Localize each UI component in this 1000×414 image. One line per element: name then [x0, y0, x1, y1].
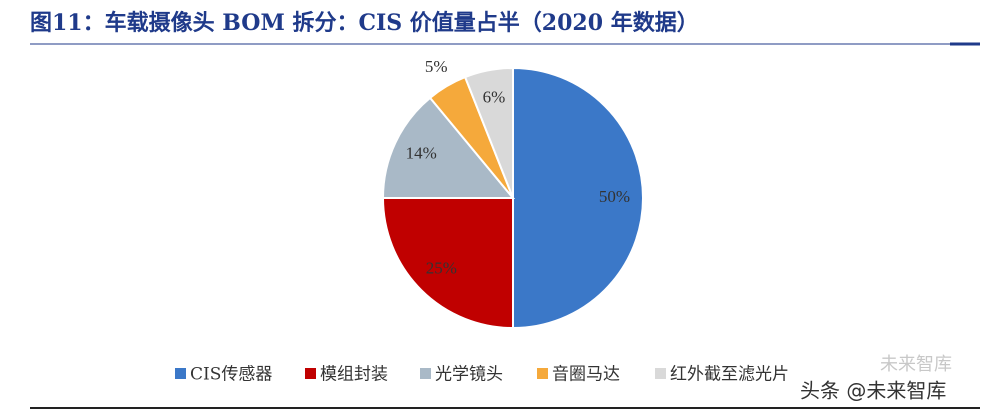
data-label: 25% — [426, 259, 457, 278]
legend-label: 模组封装 — [320, 365, 388, 385]
legend-swatch — [537, 368, 548, 379]
chart-title: 图11：车载摄像头 BOM 拆分：CIS 价值量占半（2020 年数据） — [30, 10, 699, 36]
pie-slice — [381, 96, 516, 199]
pie-slice — [463, 66, 514, 199]
watermark-faint: 未来智库 — [880, 354, 952, 375]
legend-swatch — [655, 368, 666, 379]
legend-label: 音圈马达 — [552, 365, 620, 385]
legend-swatch — [305, 368, 316, 379]
legend-label: 红外截至滤光片 — [670, 365, 789, 385]
pie-slice — [381, 197, 514, 330]
data-label: 6% — [483, 87, 506, 106]
data-label: 14% — [406, 144, 437, 163]
legend: CIS传感器 模组封装 光学镜头 音圈马达 红外截至滤光片 — [175, 365, 789, 385]
legend-swatch — [175, 368, 186, 379]
legend-swatch — [420, 368, 431, 379]
legend-label: CIS传感器 — [190, 365, 272, 385]
data-label: 5% — [425, 57, 448, 76]
pie-slice — [512, 66, 644, 330]
data-label: 50% — [599, 187, 630, 206]
watermark: 头条 @未来智库 — [800, 379, 946, 403]
pie: 50% 25% 14% 5% 6% — [381, 57, 644, 330]
legend-label: 光学镜头 — [435, 365, 503, 385]
